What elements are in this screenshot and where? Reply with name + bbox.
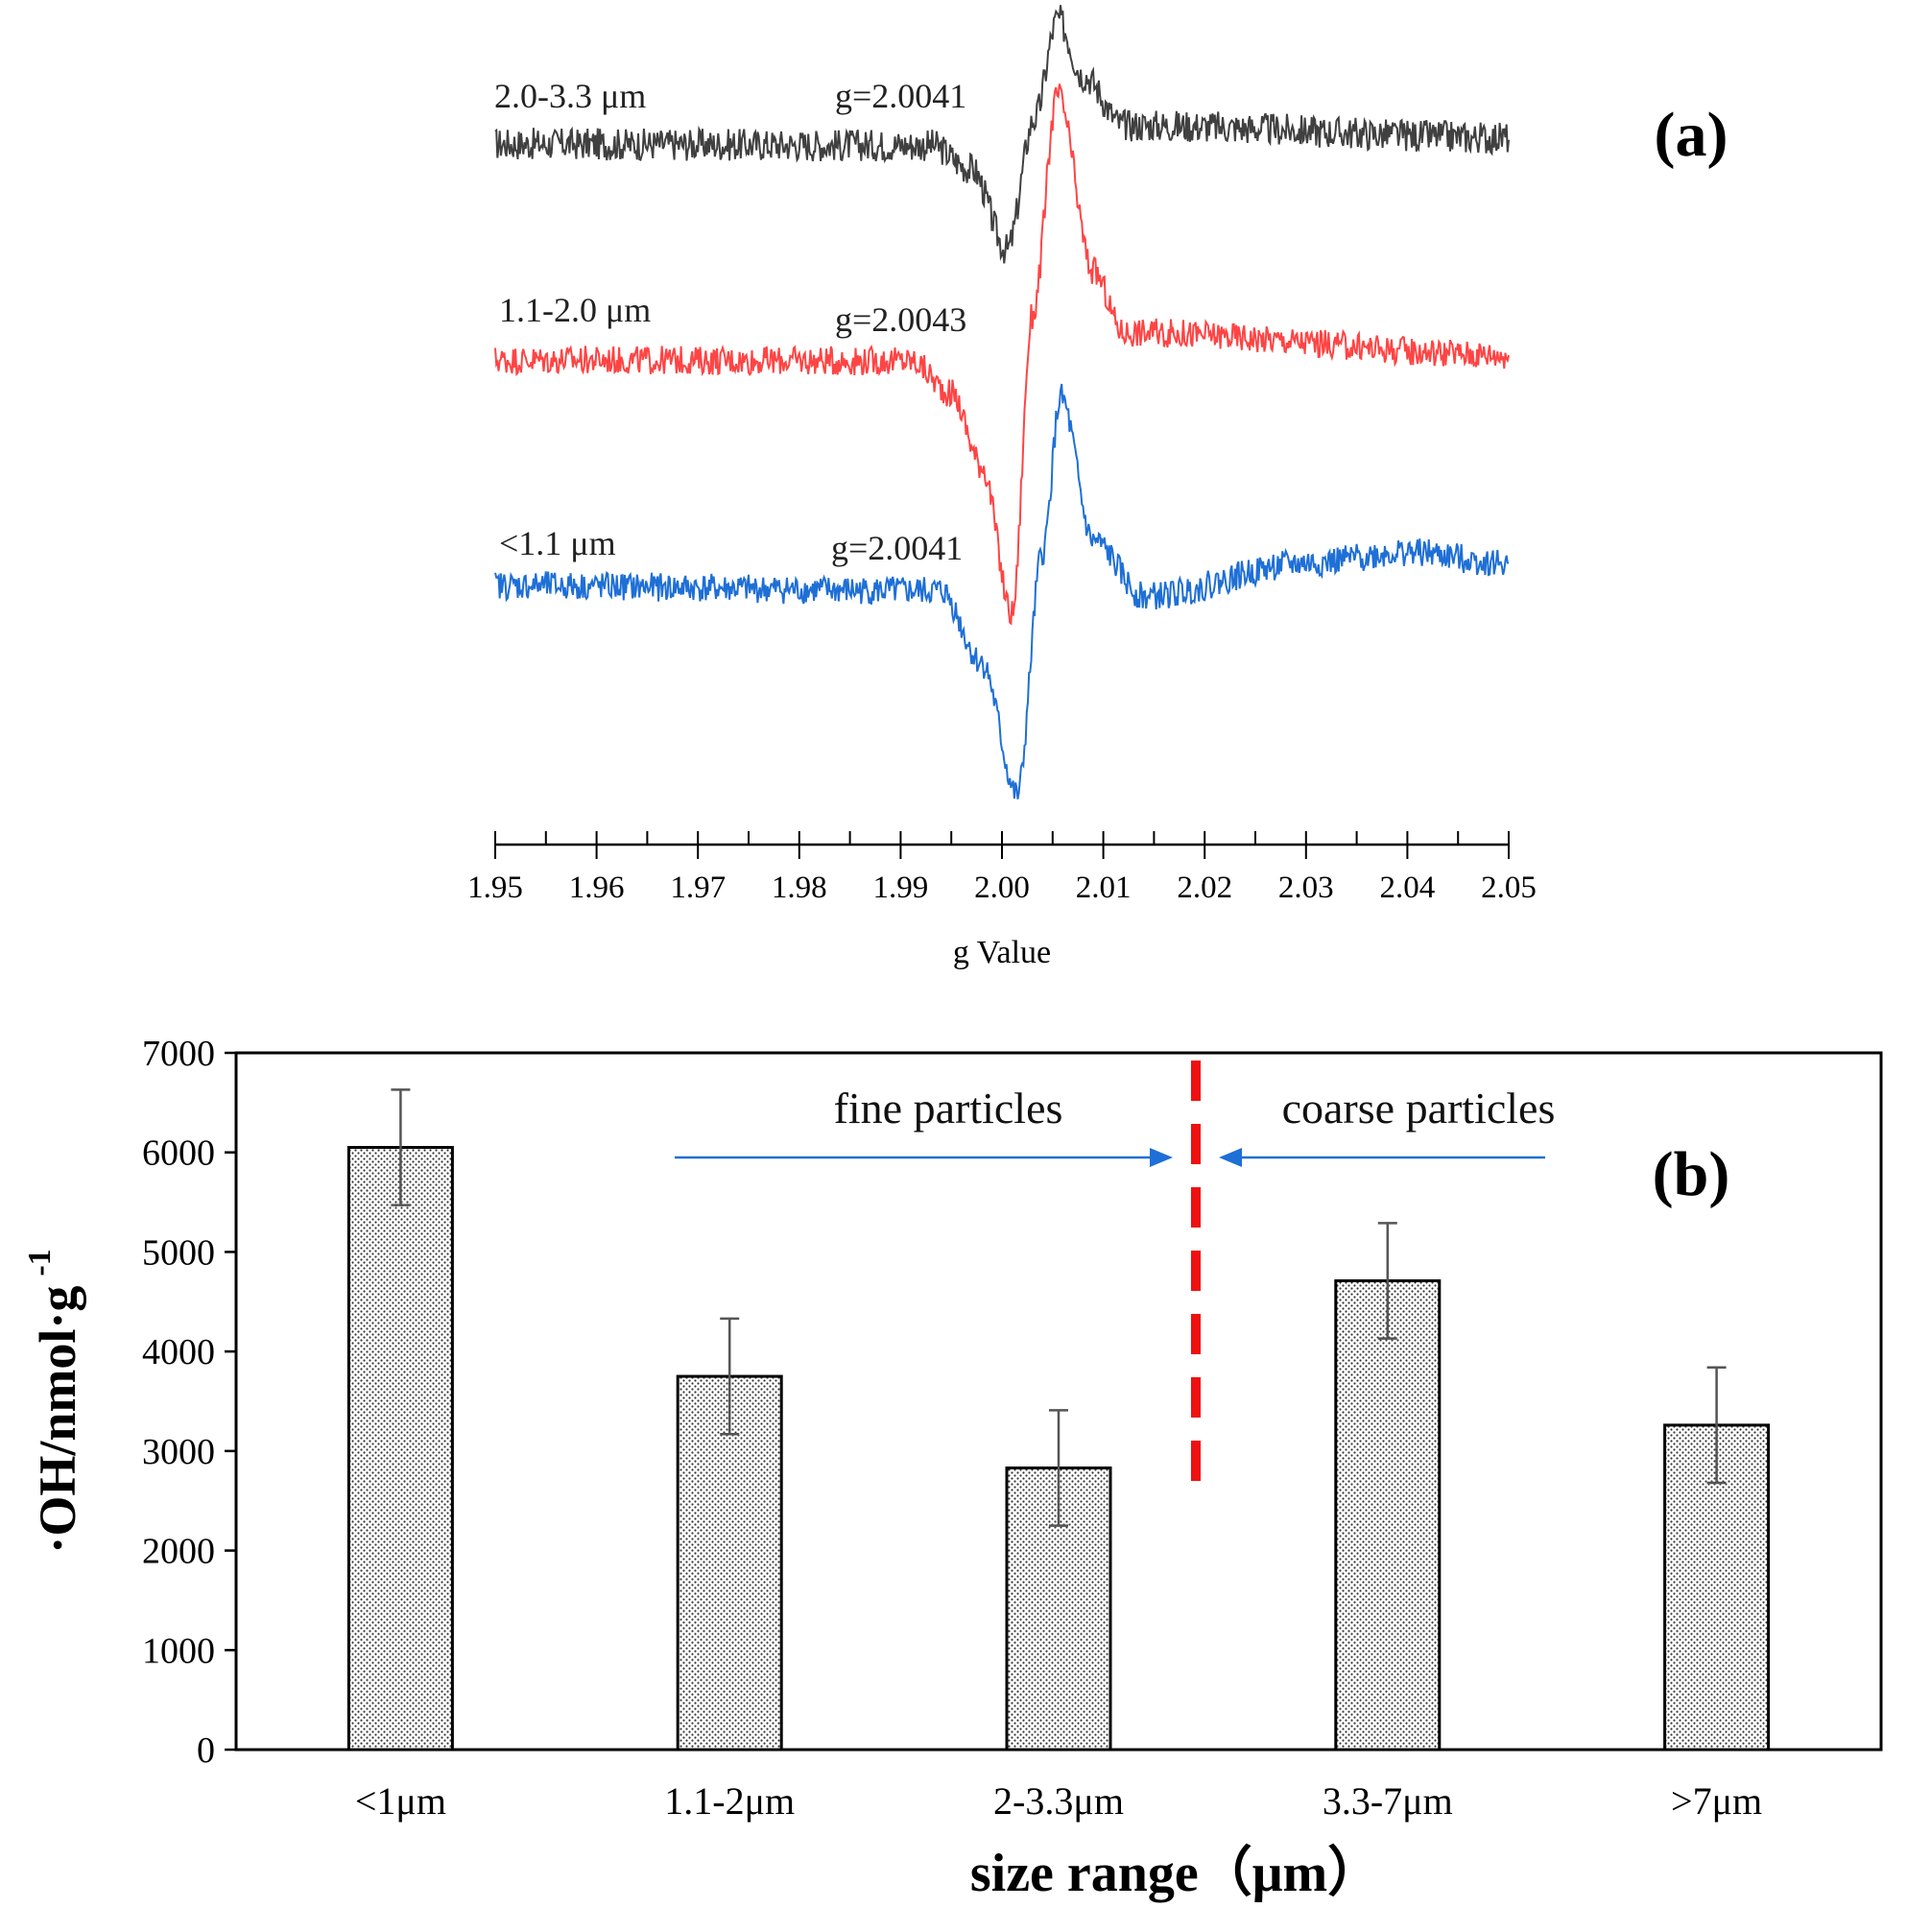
y-tick-label: 2000 (142, 1532, 215, 1572)
y-tick-label: 7000 (142, 1034, 215, 1074)
x-tick-label: 2.01 (1076, 871, 1132, 905)
x-category-label: 3.3-7μm (1323, 1779, 1453, 1823)
x-category-label: >7μm (1671, 1779, 1762, 1823)
g-value-label-lt1.1: g=2.0041 (831, 529, 963, 567)
bars (346, 1088, 1771, 1752)
g-value-label-1.1-2.0: g=2.0043 (835, 300, 966, 339)
y-tick-label: 4000 (142, 1332, 215, 1372)
y-axis-title-text: ·OH/nmol·g -1 (22, 1249, 86, 1553)
x-tick-label: 1.96 (569, 871, 625, 905)
x-tick-label: 1.95 (467, 871, 523, 905)
x-category-label: 2-3.3μm (993, 1779, 1124, 1823)
panel-a: (a) 2.0-3.3 μm g=2.0041 1.1-2.0 μm g=2.0… (467, 5, 1728, 970)
error-bar (720, 1317, 740, 1436)
series-label-2-3.3: 2.0-3.3 μm (494, 77, 646, 115)
g-value-axis: 1.95 1.96 1.97 1.98 1.99 2.00 2.01 2.02 2.03 2.04… (467, 831, 1537, 905)
coarse-particles-label: coarse particles (1282, 1084, 1556, 1133)
x-axis-title-a: g Value (953, 935, 1051, 970)
x-axis-labels: <1μm 1.1-2μm 2-3.3μm 3.3-7μm >7μm (355, 1779, 1762, 1823)
panel-b-label: (b) (1653, 1139, 1730, 1209)
x-axis-title-b: size range（μm） (970, 1843, 1381, 1903)
x-category-label: 1.1-2μm (664, 1779, 795, 1823)
error-bar (1049, 1409, 1068, 1527)
panel-a-label: (a) (1655, 100, 1728, 170)
series-label-lt1.1: <1.1 μm (499, 524, 616, 562)
coarse-arrow-head (1219, 1148, 1242, 1167)
series-label-1.1-2.0: 1.1-2.0 μm (499, 291, 651, 329)
x-category-label: <1μm (355, 1779, 446, 1823)
x-tick-label: 2.00 (974, 871, 1030, 905)
error-bar (1377, 1222, 1397, 1340)
epr-trace-0 (494, 5, 1510, 264)
error-bar (1706, 1366, 1727, 1485)
x-tick-label: 2.04 (1380, 871, 1436, 905)
error-bar (391, 1088, 411, 1206)
bar (1334, 1279, 1442, 1752)
fine-particles-label: fine particles (834, 1084, 1063, 1133)
y-axis: 0 1000 2000 3000 4000 5000 6000 7000 (142, 1034, 236, 1771)
y-tick-label: 5000 (142, 1232, 215, 1273)
y-axis-title: ·OH/nmol·g -1 (22, 1249, 86, 1553)
epr-trace-2 (494, 383, 1510, 799)
bar (346, 1146, 454, 1752)
x-tick-label: 2.05 (1481, 871, 1537, 905)
g-value-label-2-3.3: g=2.0041 (835, 77, 966, 115)
x-tick-label: 2.03 (1278, 871, 1334, 905)
x-tick-label: 2.02 (1177, 871, 1232, 905)
epr-traces (494, 5, 1510, 799)
y-axis-title-main: ·OH/nmol·g (29, 1286, 86, 1554)
fine-arrow-head (1150, 1148, 1173, 1167)
epr-series-labels: 2.0-3.3 μm g=2.0041 1.1-2.0 μm g=2.0043 … (494, 77, 966, 567)
panel-b: 0 1000 2000 3000 4000 5000 6000 7000 <1μm 1.1-2μ… (22, 1034, 1883, 1903)
x-tick-label: 1.99 (873, 871, 929, 905)
y-tick-label: 6000 (142, 1133, 215, 1174)
x-tick-label: 1.97 (670, 871, 726, 905)
y-axis-title-superscript: -1 (22, 1249, 58, 1276)
epr-trace-1 (494, 83, 1510, 626)
y-tick-label: 0 (197, 1730, 215, 1771)
x-tick-label: 1.98 (772, 871, 827, 905)
y-tick-label: 3000 (142, 1432, 215, 1472)
y-tick-label: 1000 (142, 1631, 215, 1671)
